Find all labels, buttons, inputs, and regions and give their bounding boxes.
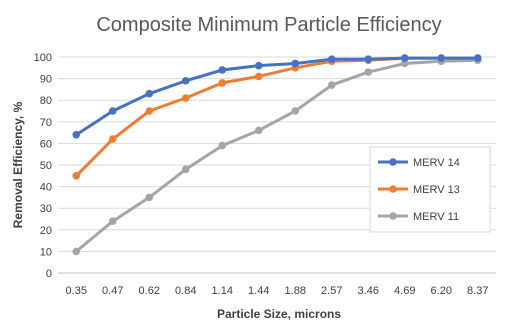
data-point <box>400 54 409 62</box>
data-point <box>473 54 482 62</box>
data-point <box>72 172 81 180</box>
data-point <box>72 247 81 256</box>
data-point <box>437 54 446 62</box>
chart-title: Composite Minimum Particle Efficiency <box>96 14 441 36</box>
data-point <box>72 130 81 139</box>
data-point <box>400 59 409 68</box>
x-tick-label: 8.37 <box>467 285 488 297</box>
data-point <box>218 141 227 150</box>
x-tick-label: 2.57 <box>321 285 342 297</box>
x-tick-label: 4.69 <box>394 285 415 297</box>
data-point <box>254 61 263 70</box>
x-tick-label: 1.14 <box>212 285 233 297</box>
x-tick-labels: 0.35 0.47 0.62 0.84 1.14 1.44 1.88 2.57 3.46 4.69… <box>66 285 489 297</box>
gridlines <box>58 56 496 274</box>
data-point <box>327 81 336 89</box>
series-line-2 <box>75 58 478 253</box>
data-point <box>181 94 190 102</box>
x-tick-label: 0.84 <box>175 285 196 297</box>
data-point <box>218 66 227 74</box>
data-point <box>145 89 154 98</box>
data-point <box>108 107 117 115</box>
x-tick-label: 0.47 <box>102 285 123 297</box>
data-point <box>327 55 336 63</box>
data-point <box>291 59 300 68</box>
legend-label: MERV 11 <box>413 211 459 223</box>
y-tick-label: 60 <box>40 138 52 150</box>
y-tick-label: 10 <box>40 246 52 258</box>
series-points <box>72 54 482 256</box>
series-lines <box>75 56 478 253</box>
data-point <box>254 126 263 135</box>
y-tick-label: 40 <box>40 182 52 194</box>
legend-swatch-marker <box>389 212 397 220</box>
y-tick-label: 70 <box>40 117 52 129</box>
x-tick-label: 6.20 <box>431 285 452 297</box>
data-point <box>145 193 154 202</box>
x-tick-label: 1.88 <box>285 285 306 297</box>
y-tick-label: 30 <box>40 203 52 215</box>
y-tick-label: 90 <box>40 74 52 86</box>
x-axis-label: Particle Size, microns <box>217 307 341 321</box>
x-tick-label: 1.44 <box>248 285 269 297</box>
data-point <box>108 135 117 143</box>
data-point <box>181 165 190 174</box>
x-tick-label: 0.62 <box>139 285 160 297</box>
data-point <box>364 68 373 76</box>
y-axis-label: Removal Efficiency, % <box>11 101 25 228</box>
data-point <box>145 107 154 115</box>
data-point <box>291 107 300 115</box>
y-tick-label: 100 <box>34 52 52 64</box>
data-point <box>218 79 227 87</box>
legend: MERV 14 MERV 13 MERV 11 <box>369 146 491 233</box>
series-line-0 <box>75 56 478 137</box>
y-tick-label: 80 <box>40 95 52 107</box>
y-tick-label: 20 <box>40 225 52 237</box>
data-point <box>254 72 263 81</box>
data-point <box>181 76 190 85</box>
legend-label: MERV 14 <box>413 157 460 169</box>
y-tick-labels: 0 10 20 30 40 50 60 70 80 90 100 <box>34 52 52 280</box>
data-point <box>108 217 117 225</box>
legend-swatch-marker <box>389 158 397 166</box>
legend-label: MERV 13 <box>413 184 460 196</box>
data-point <box>364 55 373 63</box>
x-tick-label: 0.35 <box>66 285 87 297</box>
y-tick-label: 0 <box>46 268 52 280</box>
x-tick-label: 3.46 <box>358 285 379 297</box>
y-tick-label: 50 <box>40 160 52 172</box>
legend-swatch-marker <box>389 185 397 193</box>
